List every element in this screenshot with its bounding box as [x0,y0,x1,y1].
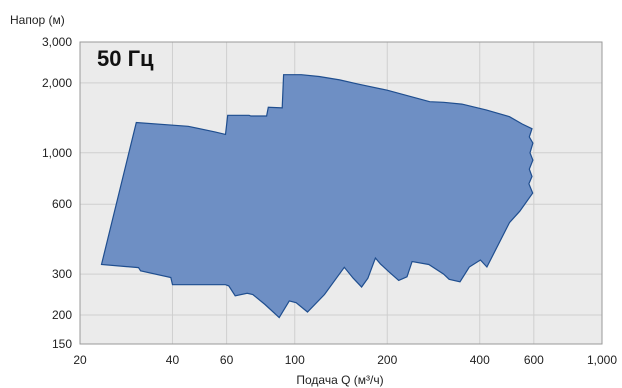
x-tick-label: 1,000 [587,353,617,367]
frequency-label: 50 Гц [97,46,154,71]
y-tick-label: 300 [52,267,72,281]
operating-range-area [100,74,534,319]
x-tick-label: 600 [524,353,544,367]
y-tick-label: 200 [52,308,72,322]
y-axis-label: Напор (м) [10,13,65,27]
x-tick-label: 100 [285,353,305,367]
x-axis-ticks: 20 40 60 100 200 400 600 1,000 [73,353,617,367]
x-tick-label: 60 [220,353,234,367]
y-tick-label: 600 [52,197,72,211]
y-tick-label: 1,000 [42,146,72,160]
x-axis-label: Подача Q (м³/ч) [296,373,383,387]
x-tick-label: 20 [73,353,87,367]
y-tick-label: 2,000 [42,76,72,90]
x-tick-label: 40 [166,353,180,367]
y-tick-label: 3,000 [42,35,72,49]
x-tick-label: 200 [377,353,397,367]
plot-frame [79,41,603,345]
y-axis-ticks: 150 200 300 600 1,000 2,000 3,000 [42,35,72,351]
x-tick-label: 400 [470,353,490,367]
y-tick-label: 150 [52,337,72,351]
